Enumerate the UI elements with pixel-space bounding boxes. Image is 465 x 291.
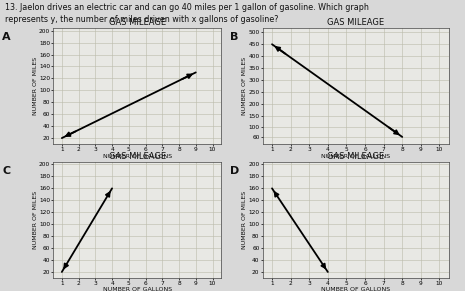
- Title: GAS MILEAGE: GAS MILEAGE: [109, 152, 166, 161]
- Title: GAS MILEAGE: GAS MILEAGE: [327, 18, 384, 27]
- X-axis label: NUMBER OF GALLONS: NUMBER OF GALLONS: [103, 288, 172, 291]
- Text: C: C: [2, 166, 10, 176]
- X-axis label: NUMBER OF GALLONS: NUMBER OF GALLONS: [321, 154, 390, 159]
- Text: 13. Jaelon drives an electric car and can go 40 miles per 1 gallon of gasoline. : 13. Jaelon drives an electric car and ca…: [5, 3, 369, 24]
- Title: GAS MILEAGE: GAS MILEAGE: [327, 152, 384, 161]
- Y-axis label: NUMBER OF MILES: NUMBER OF MILES: [33, 191, 38, 249]
- Y-axis label: NUMBER OF MILES: NUMBER OF MILES: [242, 191, 247, 249]
- Text: B: B: [230, 32, 239, 42]
- X-axis label: NUMBER OF GALLONS: NUMBER OF GALLONS: [103, 154, 172, 159]
- Y-axis label: NUMBER OF MILES: NUMBER OF MILES: [242, 57, 247, 115]
- Y-axis label: NUMBER OF MILES: NUMBER OF MILES: [33, 57, 38, 115]
- Text: A: A: [2, 32, 11, 42]
- X-axis label: NUMBER OF GALLONS: NUMBER OF GALLONS: [321, 288, 390, 291]
- Title: GAS MILEAGE: GAS MILEAGE: [109, 18, 166, 27]
- Text: D: D: [230, 166, 239, 176]
